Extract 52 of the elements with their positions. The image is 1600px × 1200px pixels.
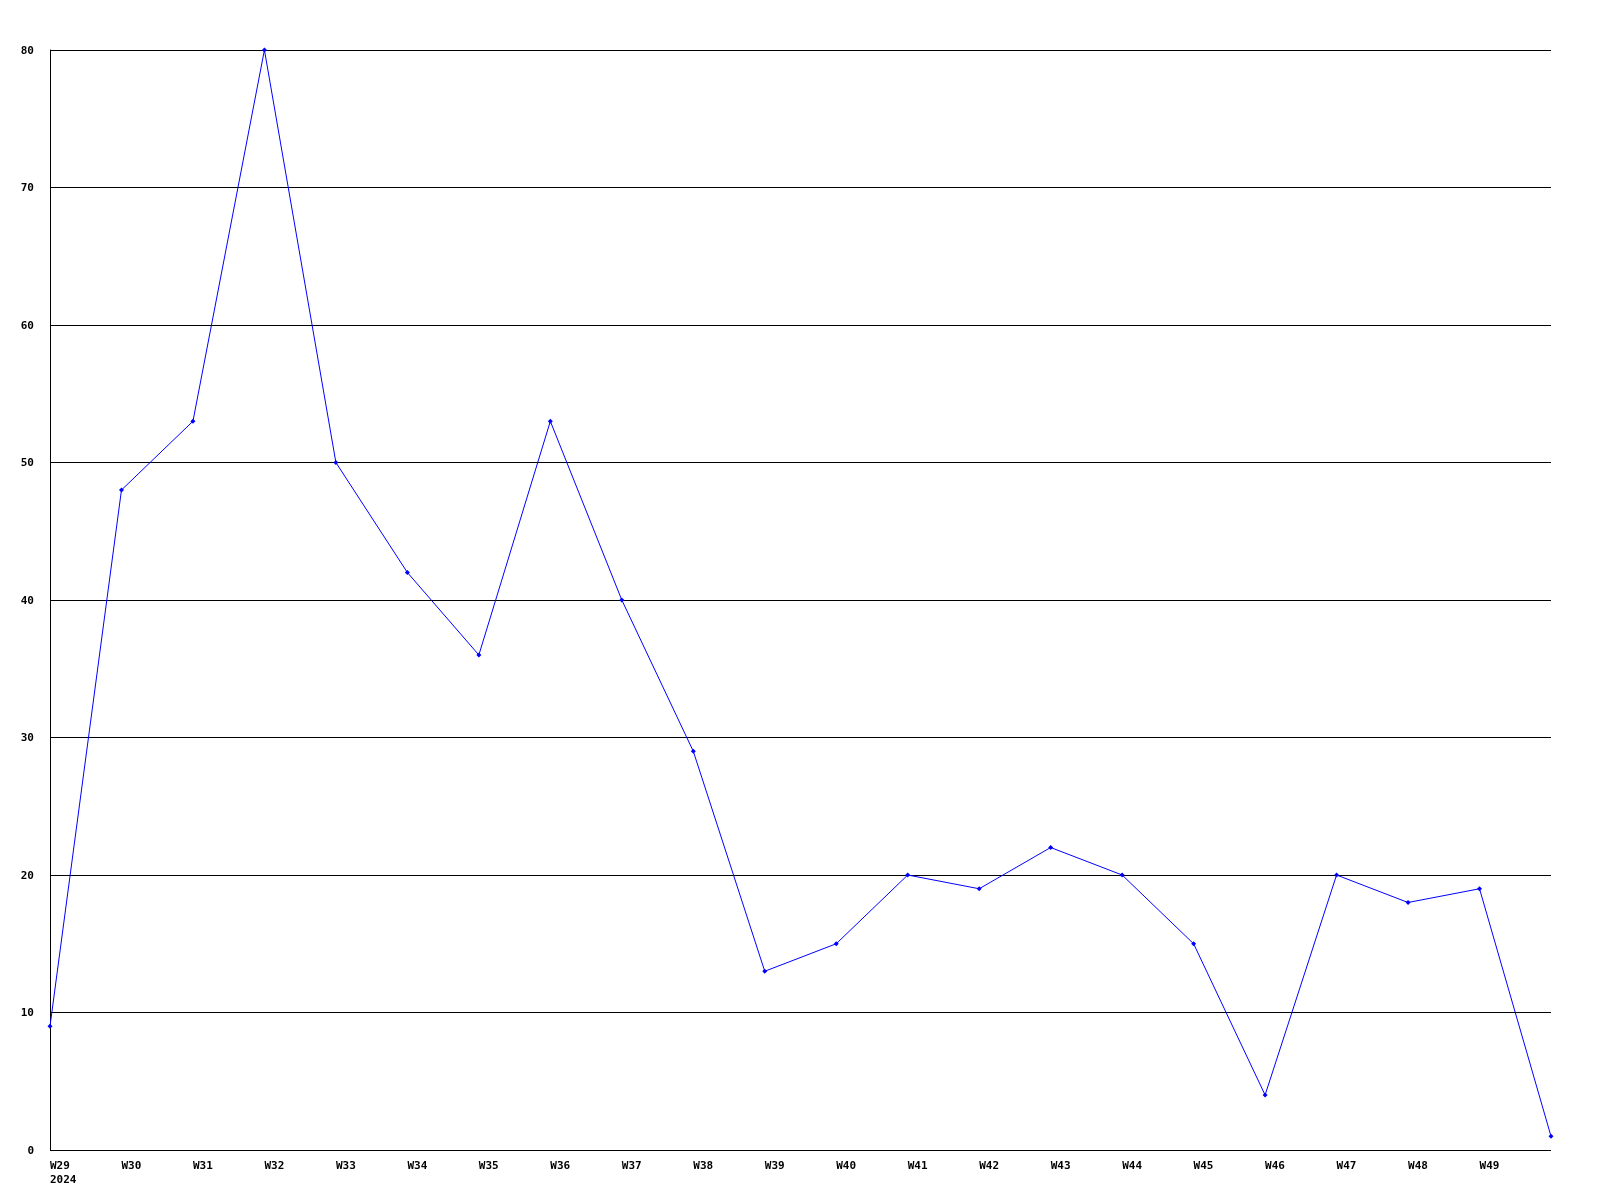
x-tick-label: W34: [407, 1158, 428, 1172]
point: [404, 570, 410, 575]
x-tick-label: W37: [621, 1158, 642, 1172]
x-tick-label: W30: [121, 1158, 142, 1172]
point: [1334, 872, 1340, 878]
point: [47, 1023, 53, 1029]
point: [476, 652, 482, 658]
point: [905, 872, 911, 878]
point: [619, 597, 625, 603]
point: [1405, 900, 1411, 905]
point: [261, 47, 267, 53]
point: [762, 968, 768, 974]
x-tick-label: W41: [907, 1158, 928, 1172]
point: [1548, 1133, 1554, 1139]
x-tick-label: W38: [693, 1158, 714, 1172]
x-tick-label: W48: [1408, 1158, 1428, 1172]
point: [1191, 941, 1197, 947]
x-tick-label: W43: [1050, 1158, 1071, 1172]
point: [333, 460, 339, 465]
x-tick-label: W39: [764, 1158, 785, 1172]
x-tick-label: W47: [1336, 1158, 1357, 1172]
point: [1477, 886, 1483, 892]
x-tick-label: W29 2024: [50, 1158, 77, 1186]
x-tick-label: W33: [335, 1158, 356, 1172]
point: [976, 886, 982, 892]
point: [1262, 1092, 1268, 1098]
x-tick-label: W36: [550, 1158, 571, 1172]
x-tick-label: W45: [1193, 1158, 1214, 1172]
x-tick-label: W32: [264, 1158, 285, 1172]
point: [1048, 845, 1054, 850]
point: [190, 418, 196, 424]
point: [547, 418, 553, 424]
y-tick-label: 10: [20, 1006, 34, 1019]
x-tick-label: W42: [979, 1158, 1000, 1172]
point: [690, 748, 696, 754]
y-tick-label: 40: [20, 593, 34, 607]
x-tick-label: W35: [478, 1158, 499, 1172]
x-tick-label: W31: [192, 1158, 214, 1172]
point: [833, 941, 839, 947]
y-tick-label: 20: [20, 868, 34, 882]
x-tick-label: W46: [1265, 1158, 1286, 1172]
y-tick-label: 0: [27, 1143, 34, 1157]
x-tick-label: W49: [1479, 1158, 1500, 1172]
y-tick-label: 30: [20, 731, 34, 744]
x-tick-label: W44: [1122, 1158, 1143, 1172]
y-tick-label: 50: [20, 456, 34, 469]
y-tick-label: 70: [20, 181, 34, 194]
point: [1119, 872, 1125, 878]
y-tick-label: 60: [20, 318, 34, 332]
y-tick-label: 80: [20, 43, 34, 57]
point: [118, 487, 124, 493]
x-tick-label: W40: [836, 1158, 857, 1172]
